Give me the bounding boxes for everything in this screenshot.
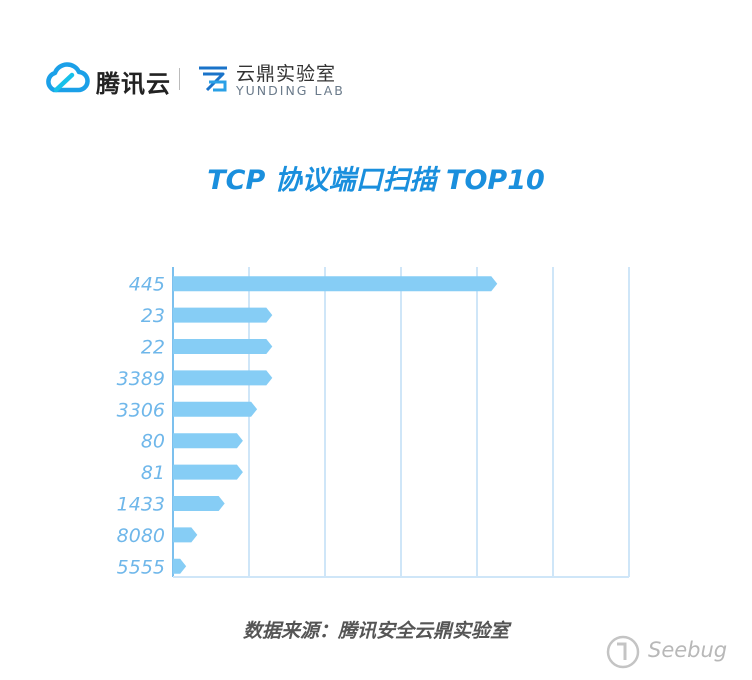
category-tick-label: 8080 — [117, 525, 165, 547]
chart-title: TCP 协议端口扫描 TOP10 — [207, 165, 545, 196]
bar — [173, 370, 273, 386]
bar — [173, 527, 198, 543]
lab-name-cn: 云鼎实验室 — [236, 63, 337, 85]
header-divider — [179, 68, 180, 90]
category-tick-label: 81 — [141, 462, 165, 484]
category-tick-label: 3306 — [117, 399, 165, 421]
category-tick-label: 1433 — [117, 494, 165, 516]
watermark-text: Seebug — [648, 638, 728, 662]
bar — [173, 401, 258, 417]
bar — [173, 307, 273, 323]
data-source: 数据来源：腾讯安全云鼎实验室 — [242, 620, 509, 642]
seebug-logo-icon — [606, 635, 640, 669]
category-tick-label: 80 — [141, 431, 165, 453]
brand-name: 腾讯云 — [96, 70, 171, 98]
seebug-watermark: Seebug — [604, 634, 744, 670]
bar-chart: 445 23 22 3389 3306 80 81 1433 8080 5555 — [117, 267, 630, 578]
category-tick-label: 445 — [129, 274, 165, 296]
bar — [173, 339, 273, 354]
yunding-lab-logo-icon — [199, 66, 227, 92]
bar — [173, 433, 243, 449]
header: 腾讯云 云鼎实验室 YUNDING LAB — [42, 56, 362, 104]
bar — [173, 464, 243, 480]
tencent-cloud-logo-icon — [46, 62, 90, 93]
category-tick-label: 5555 — [117, 556, 165, 578]
category-tick-label: 22 — [141, 337, 165, 359]
bar — [173, 558, 187, 574]
category-tick-label: 23 — [141, 305, 165, 327]
lab-name-en: YUNDING LAB — [236, 83, 345, 98]
bar — [173, 496, 225, 511]
bar — [173, 276, 498, 292]
category-tick-label: 3389 — [117, 368, 165, 390]
